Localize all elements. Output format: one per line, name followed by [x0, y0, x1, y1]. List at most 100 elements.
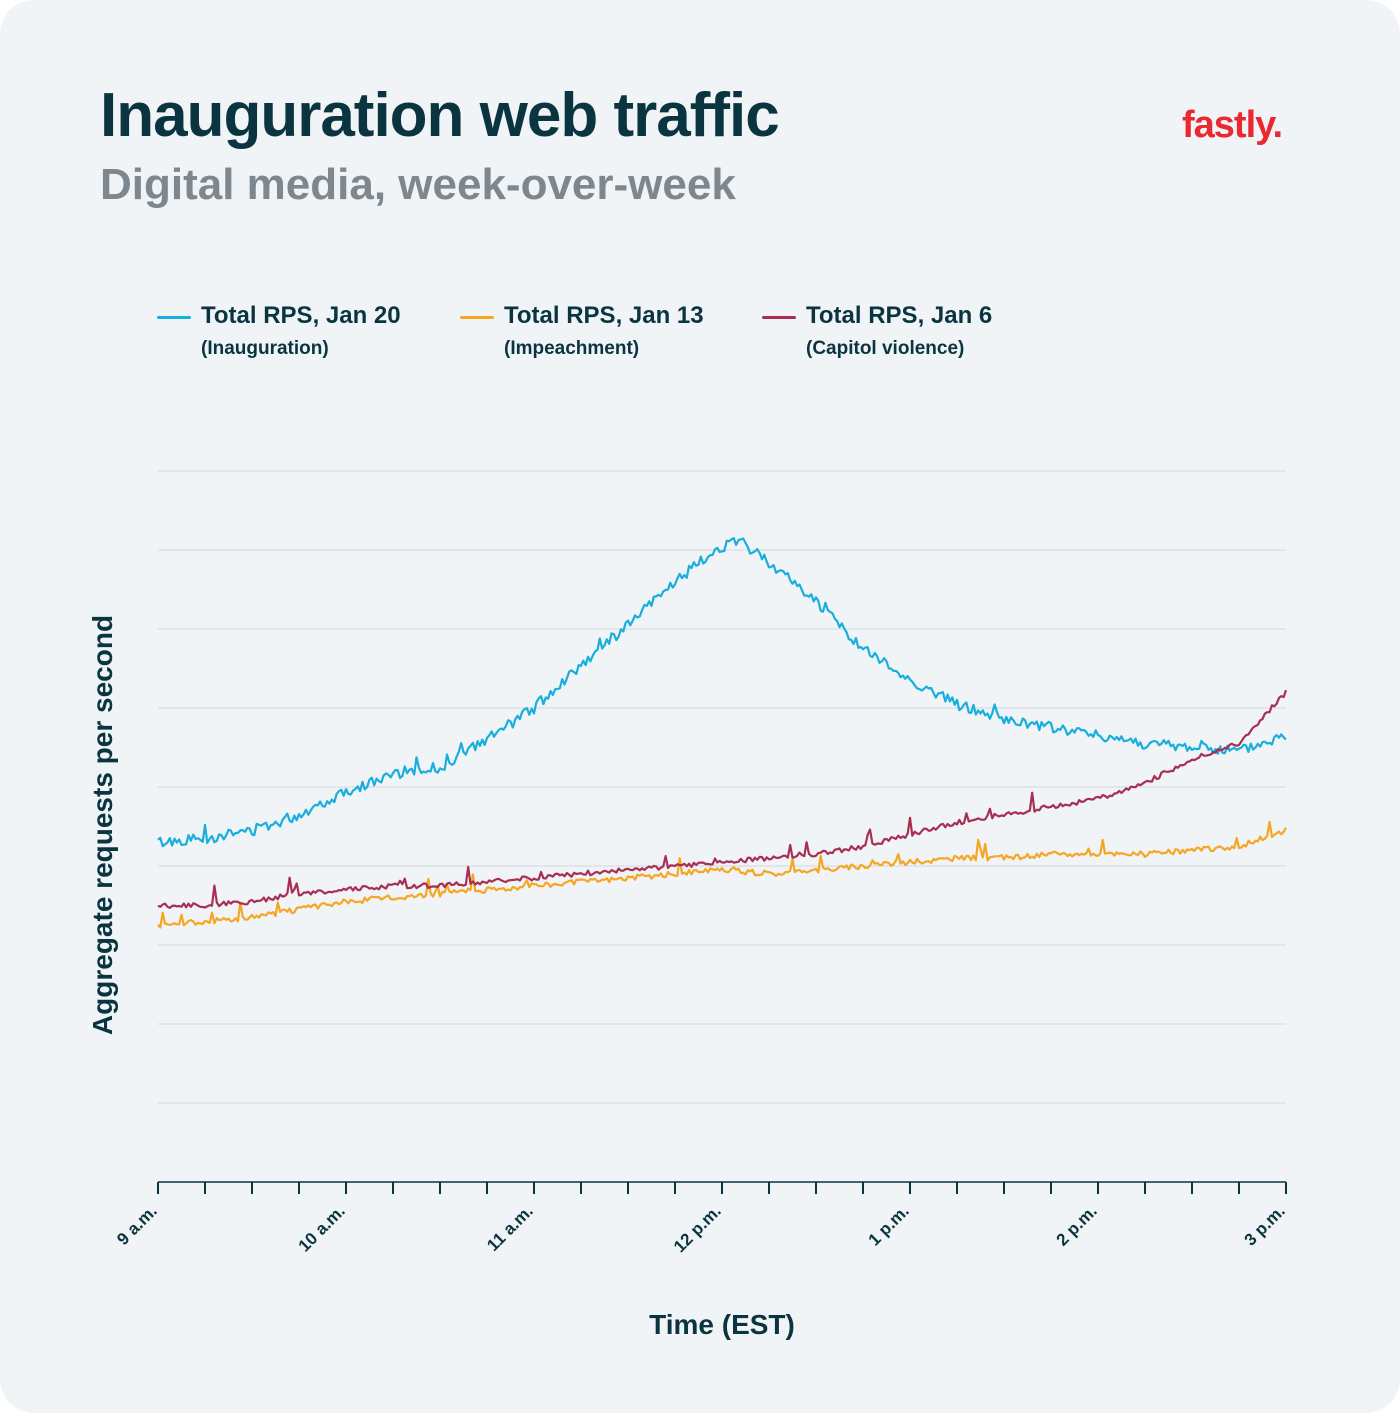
chart-subtitle: Digital media, week-over-week [100, 160, 736, 209]
data-point-jan13 [956, 857, 958, 859]
legend-swatch-jan13 [460, 316, 494, 319]
data-point-jan6 [1097, 798, 1099, 800]
legend-label-jan13: Total RPS, Jan 13 [504, 302, 704, 329]
data-point-jan6 [862, 845, 864, 847]
data-point-jan13 [1003, 857, 1005, 859]
data-point-jan20 [580, 663, 582, 665]
data-point-jan20 [721, 545, 723, 547]
data-point-jan20 [740, 541, 742, 543]
data-point-jan20 [1003, 719, 1005, 721]
data-point-jan13 [251, 916, 253, 918]
data-point-jan6 [251, 900, 253, 902]
data-point-jan13 [439, 892, 441, 894]
y-axis-label: Aggregate requests per second [87, 614, 118, 1036]
data-point-jan6 [721, 861, 723, 863]
data-point-jan6 [815, 853, 817, 855]
data-point-jan20 [815, 600, 817, 602]
data-point-jan13 [674, 873, 676, 875]
data-point-jan20 [674, 580, 676, 582]
data-point-jan6 [580, 873, 582, 875]
legend-label-jan20: Total RPS, Jan 20 [201, 302, 401, 329]
x-tick-label: 10 a.m. [295, 1201, 349, 1255]
series-line-jan13 [157, 820, 1287, 929]
data-point-jan13 [1097, 853, 1099, 855]
data-point-jan6 [627, 869, 629, 871]
data-point-jan13 [533, 885, 535, 887]
x-tick-label: 3 p.m. [1241, 1201, 1289, 1249]
data-point-jan13 [204, 920, 206, 922]
data-point-jan13 [1050, 853, 1052, 855]
series-line-jan6 [157, 689, 1288, 909]
data-point-jan13 [721, 869, 723, 871]
data-point-jan6 [1285, 691, 1287, 693]
data-point-jan6 [392, 885, 394, 887]
data-point-jan20 [392, 774, 394, 776]
data-point-jan20 [956, 703, 958, 705]
data-point-jan20 [1285, 734, 1287, 736]
data-point-jan20 [1238, 750, 1240, 752]
data-point-jan20 [1144, 742, 1146, 744]
data-point-jan13 [1191, 849, 1193, 851]
data-point-jan6 [204, 904, 206, 906]
data-point-jan13 [157, 924, 159, 926]
data-point-jan20 [909, 679, 911, 681]
data-point-jan6 [157, 904, 159, 906]
x-axis-label: Time (EST) [649, 1309, 795, 1340]
data-point-jan6 [768, 857, 770, 859]
data-point-jan20 [1050, 727, 1052, 729]
data-point-jan6 [1238, 742, 1240, 744]
fastly-logo: fastly. [1182, 104, 1283, 146]
data-point-jan20 [1097, 734, 1099, 736]
data-point-jan6 [1003, 813, 1005, 815]
data-point-jan20 [533, 707, 535, 709]
data-point-jan13 [909, 861, 911, 863]
data-point-jan20 [204, 837, 206, 839]
data-point-jan6 [1050, 806, 1052, 808]
data-point-jan6 [345, 889, 347, 891]
legend-swatch-jan20 [157, 316, 191, 319]
legend-label-jan6: Total RPS, Jan 6 [806, 302, 993, 329]
data-point-jan6 [486, 881, 488, 883]
chart-title: Inauguration web traffic [100, 81, 780, 150]
data-point-jan20 [1191, 746, 1193, 748]
legend-swatch-jan6 [762, 316, 796, 319]
data-point-jan13 [486, 889, 488, 891]
x-tick-label: 12 p.m. [670, 1201, 725, 1256]
data-point-jan13 [392, 896, 394, 898]
data-point-jan6 [533, 877, 535, 879]
data-point-jan13 [768, 873, 770, 875]
data-point-jan20 [251, 829, 253, 831]
x-tick-label: 11 a.m. [483, 1201, 537, 1255]
data-point-jan20 [768, 561, 770, 563]
data-point-jan6 [909, 833, 911, 835]
data-point-jan6 [674, 865, 676, 867]
legend-note-jan20: (Inauguration) [201, 338, 329, 359]
data-point-jan6 [298, 892, 300, 894]
data-point-jan6 [1191, 758, 1193, 760]
x-tick-label: 9 a.m. [113, 1201, 161, 1249]
series-line-jan20 [157, 537, 1287, 848]
data-point-jan13 [345, 900, 347, 902]
legend-note-jan6: (Capitol violence) [806, 338, 965, 359]
data-point-jan20 [862, 648, 864, 650]
data-point-jan13 [862, 865, 864, 867]
data-point-jan13 [815, 869, 817, 871]
legend-note-jan13: (Impeachment) [504, 338, 640, 359]
data-point-jan13 [580, 881, 582, 883]
x-tick-label: 1 p.m. [865, 1201, 913, 1249]
x-tick-label: 2 p.m. [1053, 1201, 1101, 1249]
data-point-jan20 [345, 790, 347, 792]
data-point-jan20 [157, 841, 159, 843]
data-point-jan13 [627, 877, 629, 879]
data-point-jan20 [439, 766, 441, 768]
data-point-jan6 [1144, 782, 1146, 784]
data-point-jan13 [298, 908, 300, 910]
data-point-jan6 [956, 821, 958, 823]
data-point-jan6 [439, 885, 441, 887]
data-point-jan20 [298, 813, 300, 815]
data-point-jan20 [486, 738, 488, 740]
data-point-jan20 [627, 624, 629, 626]
data-point-jan13 [1144, 853, 1146, 855]
data-point-jan13 [1238, 845, 1240, 847]
